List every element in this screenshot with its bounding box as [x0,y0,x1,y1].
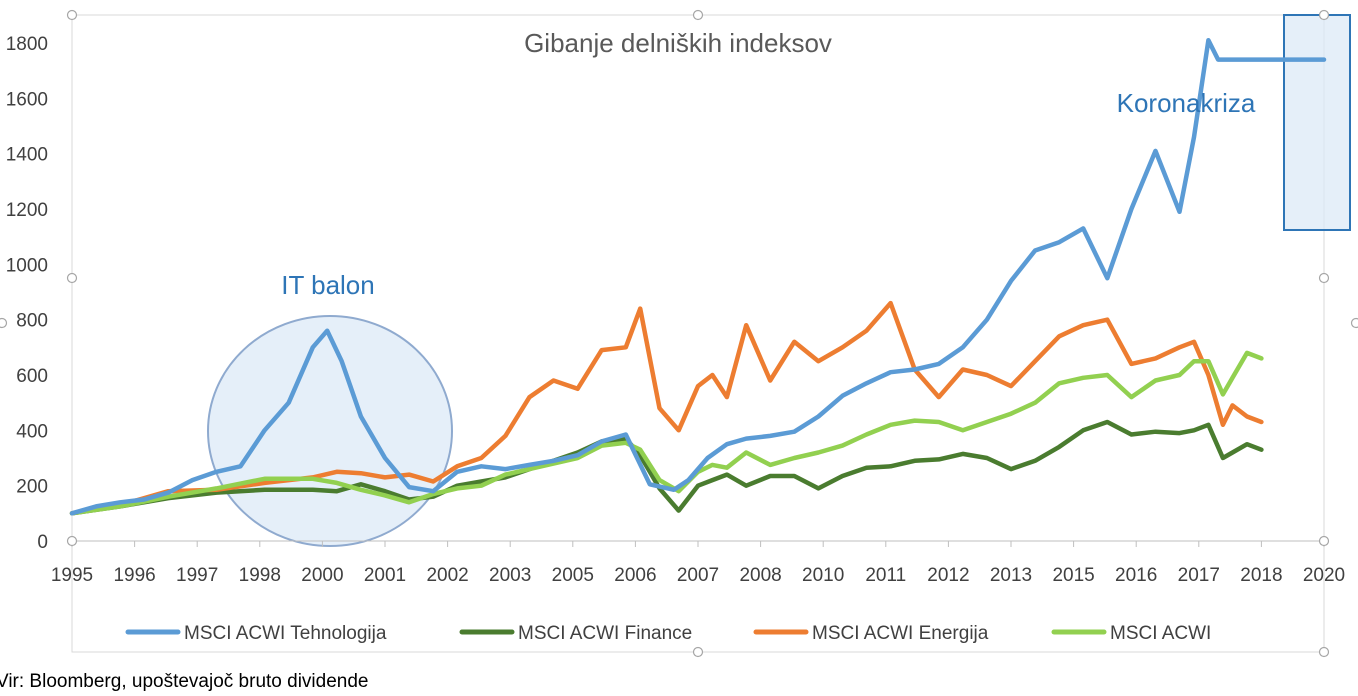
resize-handle[interactable] [692,646,704,658]
series-line-3 [69,350,1264,516]
annotation-koronakriza: Koronakriza [1117,88,1256,118]
x-tick-label: 2001 [364,565,406,586]
resize-handle[interactable] [66,535,78,547]
x-tick-label: 2018 [1240,565,1282,586]
resize-handle[interactable] [1318,646,1330,658]
series-line-2 [69,300,1264,516]
x-tick-label: 2012 [927,565,969,586]
x-tick-label: 2016 [1115,565,1157,586]
x-tick-label: 2011 [865,565,906,586]
x-tick-label: 1998 [239,565,281,586]
chart-title: Gibanje delniških indeksov [524,28,832,58]
y-tick-label: 200 [16,477,48,498]
annotation-it-balon: IT balon [281,270,374,300]
series-line-0 [69,37,1327,516]
x-tick-label: 2020 [1303,565,1345,586]
x-tick-label: 2015 [1052,565,1094,586]
x-tick-label: 2008 [739,565,781,586]
x-tick-label: 1995 [51,565,93,586]
resize-handle[interactable] [66,9,78,21]
y-tick-label: 1800 [6,34,48,55]
resize-handle[interactable] [1350,317,1358,329]
y-tick-label: 800 [16,311,48,332]
y-tick-label: 1000 [6,255,48,276]
y-tick-label: 1200 [6,200,48,221]
y-tick-label: 1400 [6,145,48,166]
x-tick-label: 2000 [301,565,343,586]
line-chart: 0 200 400 600 800 1000 1200 1400 1600 1800 1995 199… [0,9,1358,658]
x-tick-label: 2017 [1178,565,1220,586]
x-tick-label: 1996 [113,565,155,586]
resize-handle[interactable] [1318,535,1330,547]
x-tick-label: 2010 [802,565,844,586]
x-tick-label: 2006 [614,565,656,586]
x-tick-label: 1997 [176,565,218,586]
resize-handle[interactable] [1318,9,1330,21]
y-tick-label: 0 [37,532,48,553]
resize-handle[interactable] [0,317,8,329]
resize-handle[interactable] [1318,272,1330,284]
y-tick-label: 1600 [6,89,48,110]
resize-handle[interactable] [692,9,704,21]
x-tick-label: 2003 [489,565,531,586]
legend-label: MSCI ACWI [1110,623,1211,644]
resize-handle[interactable] [66,272,78,284]
y-tick-label: 400 [16,421,48,442]
series-line-1 [69,419,1264,516]
legend-label: MSCI ACWI Energija [812,623,989,644]
x-tick-label: 2002 [426,565,468,586]
y-tick-label: 600 [16,366,48,387]
x-tick-label: 2013 [990,565,1032,586]
x-tick-label: 2007 [677,565,719,586]
source-note: Vir: Bloomberg, upoštevajoč bruto divide… [0,671,369,692]
x-tick-label: 2005 [552,565,594,586]
koronakriza-box [1283,14,1351,231]
legend-label: MSCI ACWI Finance [518,623,692,644]
it-balon-circle [207,315,453,547]
legend-label: MSCI ACWI Tehnologija [184,623,387,644]
